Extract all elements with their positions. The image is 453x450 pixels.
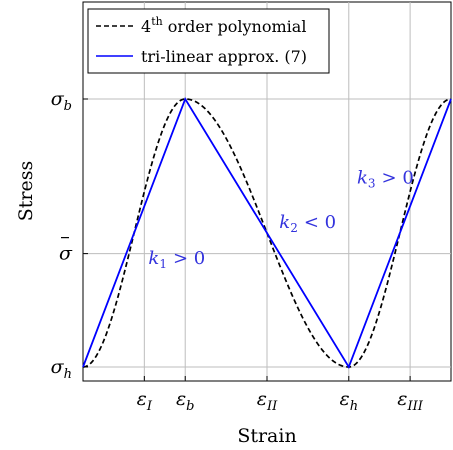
slope-annotation: k3 > 0 [357, 168, 414, 191]
x-tick-label: εb [176, 388, 195, 414]
x-tick-label: εIII [397, 388, 423, 414]
slope-annotation: k1 > 0 [148, 248, 205, 271]
slope-annotation: k2 < 0 [279, 212, 336, 235]
y-tick-label: σh [51, 356, 72, 382]
x-tick-label: εII [257, 388, 278, 414]
y-axis-label: Stress [15, 161, 37, 221]
y-tick-label: σb [51, 88, 72, 114]
legend-label-polynomial: 4th order polynomial [141, 15, 306, 36]
x-tick-label: εh [339, 388, 358, 414]
x-tick-label: εI [137, 388, 153, 414]
legend-box [87, 8, 330, 74]
legend-label-trilinear: tri-linear approx. (7) [141, 47, 307, 66]
y-tick-label: σ [59, 243, 73, 265]
grid [83, 2, 451, 381]
x-axis-label: Strain [237, 425, 296, 447]
ticks: εI εb εII εh εIII σh σ σb [51, 88, 424, 414]
legend: 4th order polynomial tri-linear approx. … [87, 8, 330, 74]
annotations: k1 > 0 k2 < 0 k3 > 0 [148, 168, 413, 271]
series-group [82, 96, 452, 370]
series-trilinear-line [82, 96, 452, 370]
